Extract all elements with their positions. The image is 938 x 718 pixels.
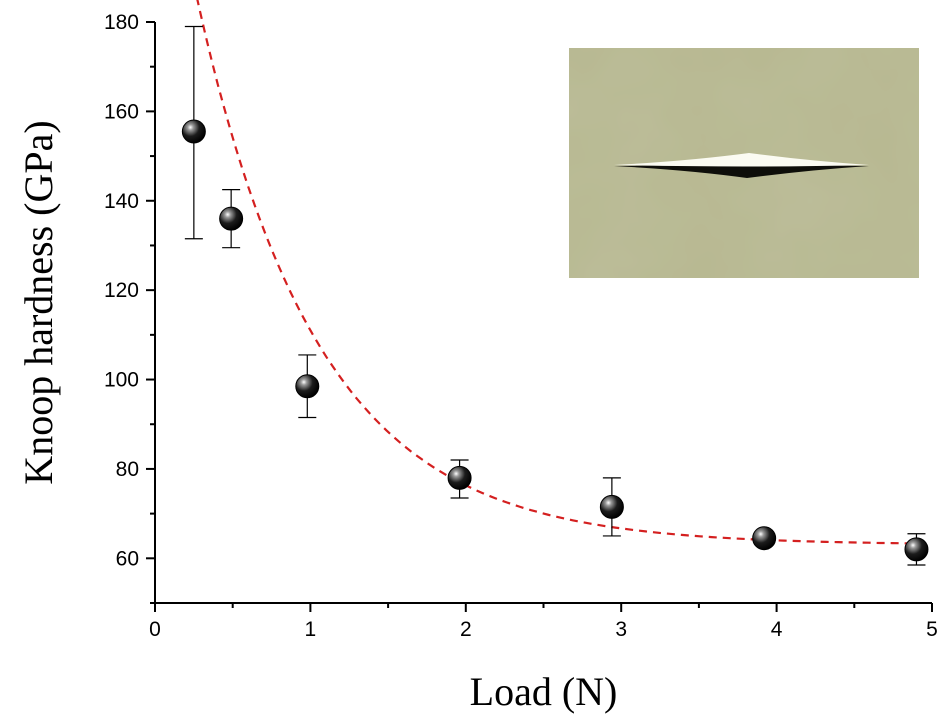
indent-shadow (614, 165, 869, 178)
indent-highlight (614, 153, 869, 167)
x-tick-label: 4 (771, 618, 783, 641)
fit-curve (196, 0, 917, 545)
y-tick-label: 180 (104, 11, 139, 34)
y-tick-label: 140 (104, 190, 139, 213)
data-point (752, 526, 777, 551)
axes: 0 1 2 3 4 5 60 80 100 120 140 160 180 (104, 11, 938, 641)
data-point (181, 119, 206, 144)
data-point (219, 206, 244, 231)
inset-indentation-photo (569, 48, 919, 278)
x-tick-label: 2 (460, 618, 472, 641)
data-points-layer (181, 119, 929, 562)
data-point (904, 537, 929, 562)
data-point (599, 494, 624, 519)
x-tick-label: 1 (305, 618, 317, 641)
data-point (447, 465, 472, 490)
y-tick-label: 60 (116, 547, 139, 570)
data-point (295, 374, 320, 399)
y-tick-label: 120 (104, 279, 139, 302)
y-axis-title: Knoop hardness (GPa) (16, 120, 61, 484)
y-tick-label: 80 (116, 458, 139, 481)
y-tick-label: 100 (104, 369, 139, 392)
x-tick-label: 3 (615, 618, 627, 641)
x-axis-title: Load (N) (470, 669, 618, 714)
y-tick-label: 160 (104, 100, 139, 123)
x-tick-label: 0 (149, 618, 161, 641)
fit-curve-layer (196, 0, 917, 545)
x-tick-label: 5 (926, 618, 938, 641)
